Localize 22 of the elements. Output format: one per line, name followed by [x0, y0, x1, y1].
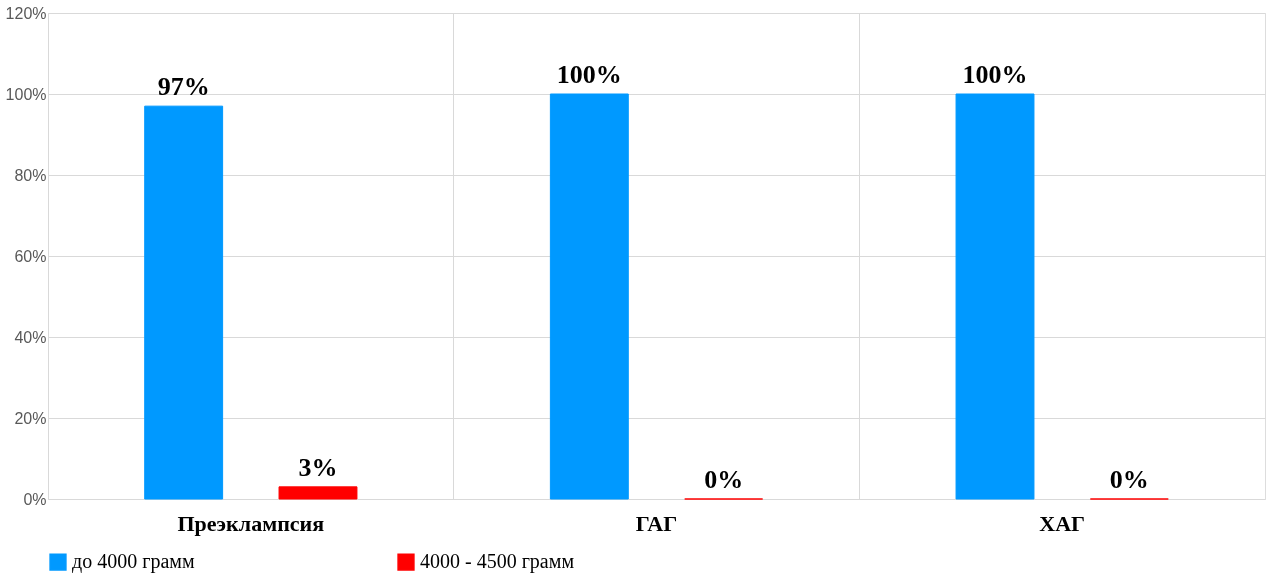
x-tick-label: ХАГ — [1039, 510, 1086, 536]
bar — [278, 486, 358, 500]
data-label: 100% — [556, 60, 622, 89]
data-label: 0% — [1109, 465, 1149, 494]
y-tick-label: 20% — [14, 409, 47, 427]
legend-label: 4000 - 4500 грамм — [420, 550, 575, 574]
x-tick-label: ГАГ — [635, 510, 678, 536]
data-label: 0% — [704, 465, 744, 494]
data-label: 100% — [962, 60, 1028, 89]
legend-label: до 4000 грамм — [72, 550, 195, 574]
y-tick-label: 0% — [23, 490, 47, 508]
x-tick-label: Преэклампсия — [177, 510, 325, 536]
data-label: 97% — [157, 72, 210, 102]
bar — [549, 93, 629, 500]
y-tick-label: 40% — [14, 328, 47, 346]
data-label: 3% — [298, 452, 338, 482]
y-tick-label: 80% — [14, 166, 47, 184]
bar — [955, 93, 1035, 500]
y-tick-label: 60% — [14, 247, 47, 265]
bar — [144, 105, 224, 500]
y-tick-label: 120% — [5, 4, 47, 22]
y-tick-label: 100% — [5, 85, 47, 103]
